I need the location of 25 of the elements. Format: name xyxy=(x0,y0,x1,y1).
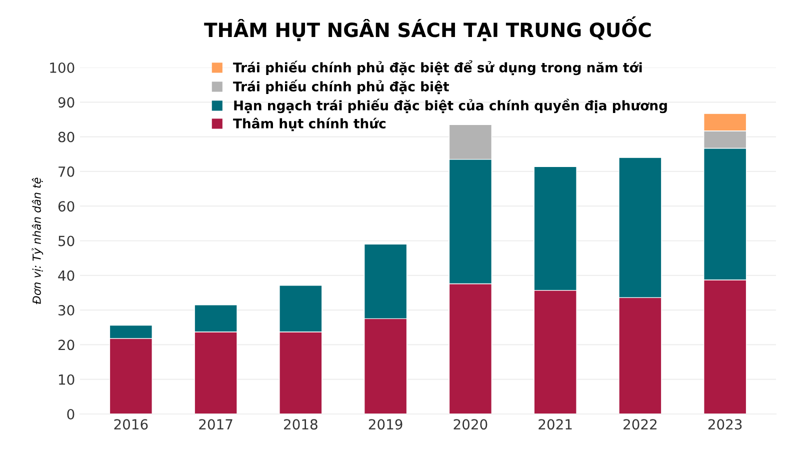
y-tick-label: 100 xyxy=(50,62,74,73)
y-tick-label: 10 xyxy=(58,374,74,385)
y-tick-label: 30 xyxy=(58,305,74,316)
x-tick-label: 2020 xyxy=(454,419,488,430)
x-tick-label: 2016 xyxy=(114,419,148,430)
legend-label: Trái phiếu chính phủ đặc biệt để sử dụng trong năm tới xyxy=(233,60,642,76)
y-axis-title: Đơn vị: Tỷ nhân dân tệ xyxy=(32,178,44,304)
y-tick-label: 50 xyxy=(58,236,74,246)
y-tick-label: 0 xyxy=(67,408,74,420)
y-tick-label: 60 xyxy=(58,201,74,212)
legend-label: Trái phiếu chính phủ đặc biệt xyxy=(233,80,449,94)
x-tick-label: 2022 xyxy=(624,419,656,430)
legend-label: Hạn ngạch trái phiếu đặc biệt của chính quyền địa phương xyxy=(234,98,667,114)
x-tick-label: 2018 xyxy=(284,419,318,430)
y-tick-label: 90 xyxy=(58,97,74,108)
chart-title: THÂM HỤT NGÂN SÁCH TẠI TRUNG QUỐC xyxy=(204,16,651,42)
x-tick-label: 2023 xyxy=(708,419,742,430)
legend-label: Thâm hụt chính thức xyxy=(233,118,386,132)
y-tick-label: 20 xyxy=(58,340,74,350)
y-tick-label: 70 xyxy=(58,166,74,177)
x-tick-label: 2019 xyxy=(368,419,402,430)
y-tick-label: 40 xyxy=(58,270,74,281)
y-tick-label: 80 xyxy=(58,132,74,142)
x-tick-label: 2017 xyxy=(199,419,232,430)
x-tick-label: 2021 xyxy=(538,419,572,430)
